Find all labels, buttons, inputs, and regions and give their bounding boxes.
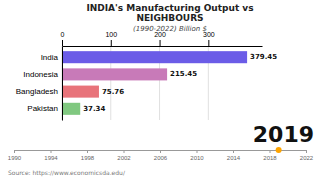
timeline-tick: 2018	[263, 150, 277, 161]
timeline-tick: 1990	[8, 150, 22, 161]
timeline-tick: 2006	[154, 150, 168, 161]
timeline-tick-label: 1990	[8, 155, 22, 161]
x-tick-mark	[111, 40, 112, 46]
timeline-tick-mark	[270, 150, 271, 153]
x-tick-label: 300	[203, 31, 215, 38]
timeline-tick-label: 1998	[81, 155, 95, 161]
x-tick: 100	[105, 31, 117, 46]
bar	[62, 86, 99, 98]
x-tick-mark	[62, 40, 63, 46]
bar	[62, 51, 247, 63]
y-tick: Pakistan	[27, 104, 62, 113]
data-labels: 379.45 215.45 75.76 37.34	[83, 53, 277, 113]
timeline-tick-label: 2014	[227, 155, 241, 161]
timeline-tick-label: 2006	[154, 155, 168, 161]
timeline-tick-label: 2018	[263, 155, 277, 161]
timeline-tick-mark	[233, 150, 234, 153]
x-tick: 300	[203, 31, 215, 46]
y-axis-line	[62, 47, 63, 121]
timeline-tick-label: 2022	[300, 155, 314, 161]
year-label: 2019	[253, 122, 314, 147]
x-tick-label: 0	[61, 31, 65, 38]
bars	[62, 51, 247, 115]
timeline-tick-label: 2010	[190, 155, 204, 161]
y-tick: India	[41, 53, 62, 62]
timeline-tick-mark	[87, 150, 88, 153]
data-label: 37.34	[83, 105, 105, 113]
x-axis-line	[63, 46, 263, 47]
timeline-tick-mark	[124, 150, 125, 153]
x-tick-mark	[208, 40, 209, 46]
y-tick-label: Pakistan	[27, 104, 58, 113]
x-tick-mark	[160, 40, 161, 46]
x-tick-label: 100	[105, 31, 117, 38]
data-label: 215.45	[170, 70, 197, 78]
timeline-tick: 2014	[227, 150, 241, 161]
x-tick: 0	[61, 31, 65, 46]
bar	[62, 68, 167, 80]
y-tick-label: India	[41, 53, 59, 62]
timeline-tick-mark	[197, 150, 198, 153]
timeline-tick-mark	[160, 150, 161, 153]
timeline-tick-label: 1994	[44, 155, 58, 161]
x-tick: 200	[154, 31, 166, 46]
bar	[62, 103, 80, 115]
grid-line	[62, 46, 63, 120]
data-label: 379.45	[250, 53, 277, 61]
subtitle: (1990-2022) Billion $	[133, 25, 207, 33]
timeline-tick: 2002	[117, 150, 131, 161]
timeline-tick: 2022	[300, 150, 314, 161]
y-axis: India Indonesia Bangladesh Pakistan	[16, 47, 63, 121]
y-tick-label: Indonesia	[23, 70, 58, 79]
y-tick: Bangladesh	[16, 87, 62, 96]
source: Source: https://www.economicsda.edu/	[8, 169, 126, 177]
timeline-tick-label: 2002	[117, 155, 131, 161]
timeline-axis: 1990 1994 1998 2002 2006 2010 2014 2018 2022	[8, 150, 314, 161]
data-label: 75.76	[102, 88, 124, 96]
timeline-tick: 1998	[81, 150, 95, 161]
timeline-tick-mark	[51, 150, 52, 153]
current-year-dot	[276, 147, 282, 153]
x-axis: 0 100 200 300	[61, 31, 263, 47]
timeline-points	[276, 147, 282, 153]
x-tick-label: 200	[154, 31, 166, 38]
timeline-tick-mark	[14, 150, 15, 153]
y-tick-label: Bangladesh	[16, 87, 58, 96]
chart-root: INDIA's Manufacturing Output vsNEIGHBOUR…	[0, 0, 320, 180]
title: INDIA's Manufacturing Output vsNEIGHBOUR…	[86, 3, 253, 23]
y-tick: Indonesia	[23, 70, 62, 79]
timeline-tick: 1994	[44, 150, 58, 161]
timeline-tick-mark	[306, 150, 307, 153]
timeline-tick: 2010	[190, 150, 204, 161]
